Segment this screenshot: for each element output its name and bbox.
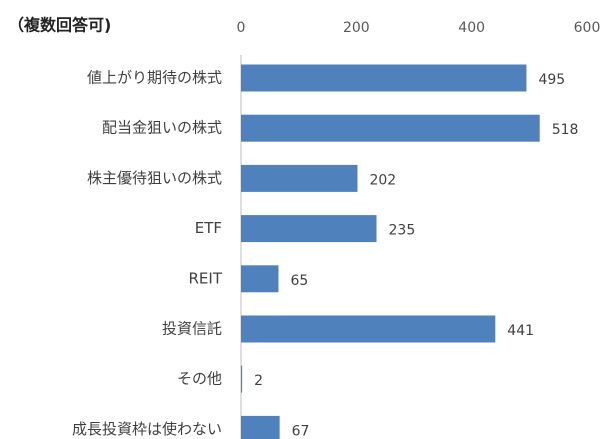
y-tick-label: その他 (177, 370, 222, 388)
y-tick-label: REIT (189, 269, 223, 287)
y-tick-label: ETF (195, 219, 222, 237)
x-tick-label: 0 (237, 20, 246, 36)
y-tick-label: 株主優待狙いの株式 (87, 169, 222, 187)
data-label: 518 (552, 122, 579, 138)
y-tick-label: 成長投資枠は使わない (72, 420, 222, 438)
y-tick-label: 投資信託 (162, 320, 222, 338)
data-label: 441 (507, 323, 534, 339)
x-tick-label: 200 (343, 20, 370, 36)
chart-title: （複数回答可) (8, 16, 111, 35)
data-label: 202 (369, 172, 396, 188)
y-tick-label: 値上がり期待の株式 (87, 69, 222, 87)
bar (241, 365, 243, 393)
bar (241, 164, 358, 192)
bar (241, 64, 527, 92)
bar (241, 215, 377, 243)
data-label: 67 (292, 423, 310, 439)
y-tick-label: 配当金狙いの株式 (102, 119, 222, 137)
bar (241, 265, 279, 293)
bar (241, 315, 496, 343)
bar (241, 415, 280, 439)
bar (241, 114, 540, 142)
x-tick-label: 400 (458, 20, 485, 36)
data-label: 65 (290, 273, 308, 289)
x-tick-label: 600 (574, 20, 601, 36)
data-label: 235 (389, 223, 416, 239)
data-label: 495 (538, 72, 565, 88)
data-label: 2 (254, 373, 263, 389)
